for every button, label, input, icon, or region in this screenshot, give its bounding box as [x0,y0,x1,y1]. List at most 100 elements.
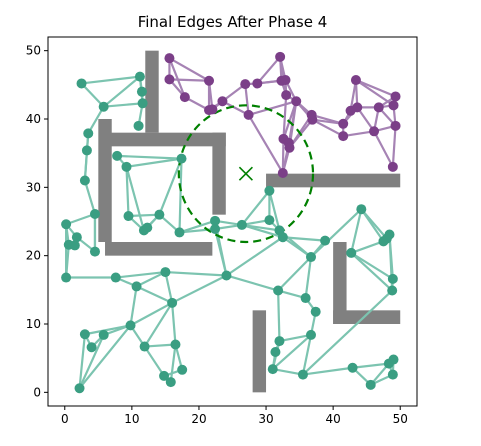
purple-edge [311,118,345,125]
green-edge [171,301,177,346]
green-edge [80,82,105,108]
green-node [61,219,72,230]
obstacles-layer [98,50,401,393]
green-edge [102,102,144,108]
green-node [81,145,92,156]
green-edge [171,274,228,304]
purple-node [207,104,218,115]
green-node [305,329,316,340]
axes-layer: 0 10 20 30 40 50 0 10 20 30 40 50 [26,36,418,426]
green-node [365,379,376,390]
purple-edge [311,118,345,138]
green-node [346,247,357,258]
y-tick-label: 20 [26,249,41,263]
x-tick-label: 10 [124,412,139,426]
green-edge [143,301,174,348]
target-x-marker [238,166,253,181]
green-edge [83,324,132,336]
green-edge [125,165,130,218]
y-tick-label: 50 [26,44,41,58]
purple-edge [247,113,284,175]
green-node [277,232,288,243]
green-edge [178,157,183,234]
green-node [89,246,100,257]
green-edge [80,75,142,85]
purple-edge [372,130,394,168]
green-node [177,364,188,375]
green-node [165,377,176,388]
green-node [159,370,170,381]
purple-node [373,102,384,113]
purple-node [388,100,399,111]
x-tick-label: 0 [61,412,69,426]
green-edge [129,301,174,327]
green-edge [278,333,313,343]
purple-node [164,53,175,64]
purple-node [277,167,288,178]
purple-node [369,126,380,137]
green-node [121,161,132,172]
green-edge [65,212,97,226]
green-edge [83,132,90,182]
purple-node [275,51,286,62]
green-node [89,208,100,219]
green-node [305,252,316,263]
green-node [74,383,85,394]
green-node [83,128,94,139]
chart-title: Final Edges After Phase 4 [138,13,328,31]
green-edge [301,366,354,376]
green-node [61,272,72,283]
green-node [123,211,134,222]
obstacle-rect [333,242,347,324]
green-node [76,78,87,89]
green-edge [301,289,394,376]
green-nodes-layer [61,71,399,394]
green-edge [301,333,313,376]
green-edge [164,270,228,277]
x-tick-label: 20 [191,412,206,426]
purple-edge [168,57,186,99]
purple-edges-layer [168,55,397,175]
purple-node [217,96,228,107]
sensing-circle-layer [177,104,315,244]
x-tick-label: 30 [258,412,273,426]
purple-edge [391,124,397,168]
green-node [221,270,232,281]
green-node [388,354,399,365]
green-edge [169,343,177,384]
green-edge [350,208,363,255]
obstacle-rect [266,173,401,188]
green-node [133,120,144,131]
purple-node [243,109,254,120]
green-node [137,98,148,109]
obstacle-rect [105,132,226,147]
green-edge [281,236,327,242]
green-edge [129,285,138,327]
green-node [236,219,247,230]
purple-edge [168,57,211,82]
sensing-radius-circle [177,104,315,244]
green-node [110,272,121,283]
green-edge [271,368,305,376]
green-edge [225,274,280,292]
green-node [136,86,147,97]
green-edge [135,285,174,304]
purple-node [284,142,295,153]
obstacle-rect [252,310,267,393]
axes-frame [47,36,418,407]
green-node [210,215,221,226]
purple-node [390,91,401,102]
green-node [387,369,398,380]
green-edge [78,333,105,390]
purple-node [291,96,302,107]
purple-edge [349,78,358,112]
purple-node [338,118,349,129]
green-node [174,227,185,238]
purple-edge [342,130,376,138]
green-node [274,336,285,347]
green-edge [178,219,217,234]
purple-node [204,75,215,86]
green-edge [83,179,97,216]
x-tick-label: 50 [393,412,408,426]
green-node [384,229,395,240]
